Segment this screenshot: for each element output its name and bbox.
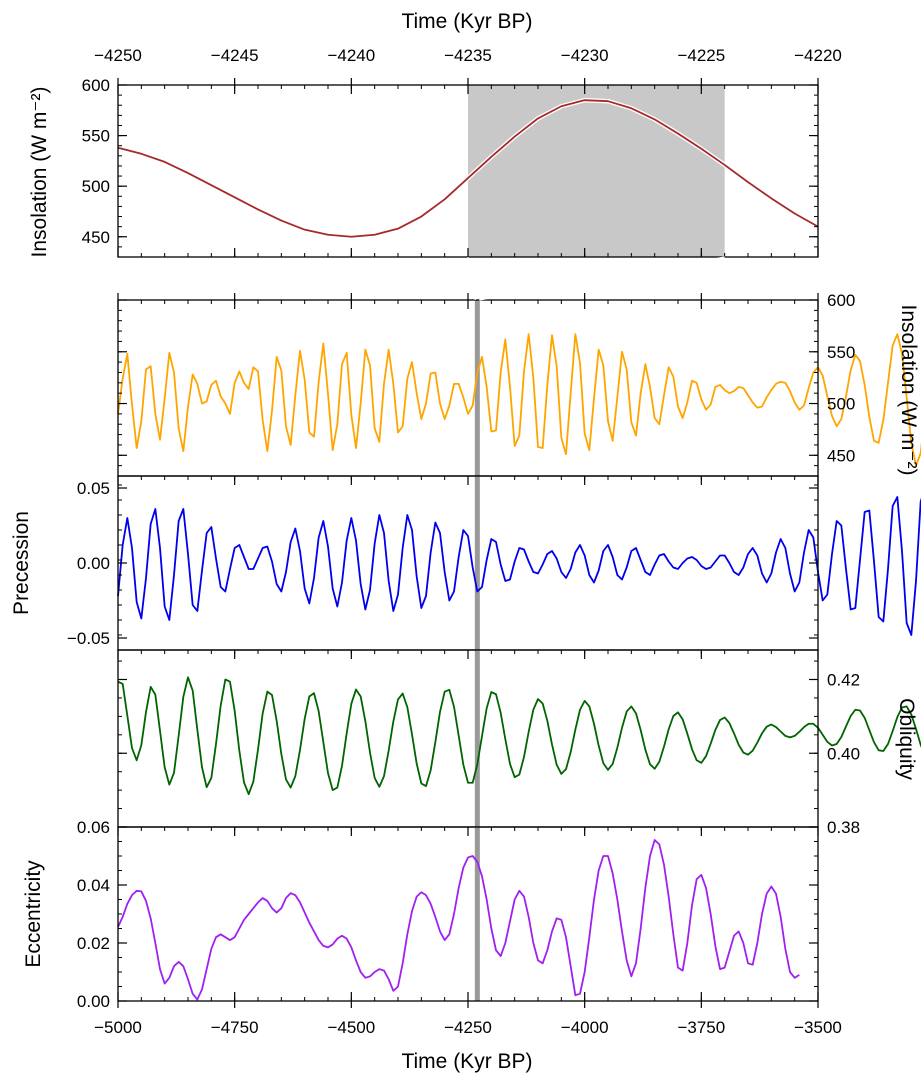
obliquity-y-axis-label: Obliquity	[895, 698, 918, 780]
zoom-x-tick-label: −4235	[444, 46, 492, 65]
eccentricity-x-tick-label: −4500	[327, 1018, 375, 1037]
eccentricity-x-tick-label: −4000	[561, 1018, 609, 1037]
insolation-y-tick-label: 600	[827, 291, 855, 310]
zoom-x-tick-label: −4230	[561, 46, 609, 65]
zoom-highlight-window	[468, 85, 725, 257]
eccentricity-x-tick-label: −3750	[677, 1018, 725, 1037]
zoom-y-tick-label: 500	[82, 177, 110, 196]
insolation-y-tick-label: 450	[827, 446, 855, 465]
zoom-x-tick-label: −4245	[211, 46, 259, 65]
panel-connector	[467, 256, 725, 301]
zoom-y-tick-label: 550	[82, 127, 110, 146]
bottom-x-axis-label: Time (Kyr BP)	[401, 1050, 532, 1073]
zoom-y-tick-label: 450	[82, 228, 110, 247]
obliquity-y-tick-label: 0.38	[827, 818, 860, 837]
precession-y-tick-label: 0.00	[77, 554, 110, 573]
connector-right	[479, 256, 725, 301]
zoom-y-tick-label: 600	[82, 76, 110, 95]
obliquity-y-tick-label: 0.42	[827, 671, 860, 690]
precession-y-tick-label: −0.05	[67, 629, 110, 648]
eccentricity-y-tick-label: 0.06	[77, 818, 110, 837]
panel-obliquity: 0.38 0.40 0.42	[117, 649, 921, 837]
obliquity-line	[117, 676, 921, 796]
eccentricity-y-tick-label: 0.02	[77, 934, 110, 953]
eccentricity-frame	[117, 826, 819, 1002]
insolation-y-tick-label: 550	[827, 343, 855, 362]
eccentricity-x-tick-label: −4750	[211, 1018, 259, 1037]
eccentricity-x-tick-label: −4250	[444, 1018, 492, 1037]
zoom-y-axis-label: Insolation (W m⁻²)	[28, 87, 51, 258]
insolation-line	[117, 333, 921, 467]
zoom-x-tick-label: −4240	[327, 46, 375, 65]
eccentricity-x-tick-label: −3500	[794, 1018, 842, 1037]
eccentricity-y-tick-label: 0.00	[77, 992, 110, 1011]
eccentricity-line	[117, 839, 800, 1001]
insolation-y-axis-label: Insolation (W m⁻²)	[897, 305, 920, 476]
precession-line	[117, 496, 921, 636]
eccentricity-y-tick-label: 0.04	[77, 876, 110, 895]
precession-y-tick-label: 0.05	[77, 479, 110, 498]
obliquity-y-tick-label: 0.40	[827, 744, 860, 763]
eccentricity-y-axis-label: Eccentricity	[22, 860, 45, 968]
connector-left	[467, 256, 476, 301]
top-x-axis-label: Time (Kyr BP)	[401, 10, 532, 33]
zoom-x-tick-label: −4225	[677, 46, 725, 65]
precession-y-axis-label: Precession	[10, 511, 33, 615]
zoom-x-tick-label: −4250	[94, 46, 142, 65]
zoom-x-tick-label: −4220	[794, 46, 842, 65]
panel-eccentricity: −5000 −4750 −4500 −4250 −4000 −3750 −3500 0.00 0…	[77, 818, 842, 1037]
zoom-insolation-line	[117, 99, 819, 238]
panel-insolation-zoom: −4250 −4245 −4240 −4235 −4230 −4225 −4220 450 50…	[82, 46, 842, 258]
insolation-y-tick-label: 500	[827, 395, 855, 414]
eccentricity-x-tick-label: −5000	[94, 1018, 142, 1037]
